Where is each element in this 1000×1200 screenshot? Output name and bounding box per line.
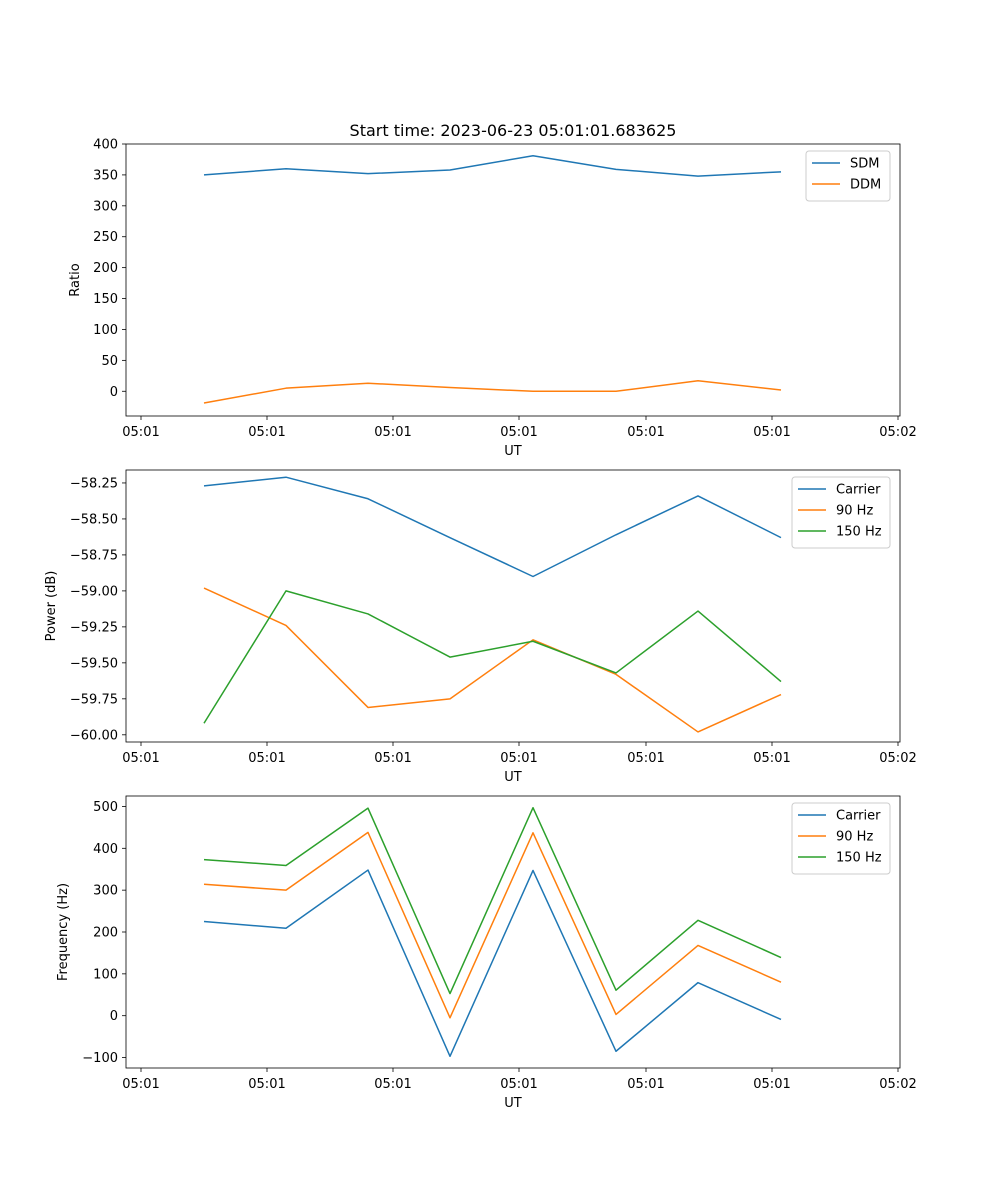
x-axis-label: UT	[504, 444, 522, 459]
x-tick-label: 05:01	[753, 425, 790, 440]
x-tick-label: 05:01	[122, 425, 159, 440]
x-tick-label: 05:01	[753, 1077, 790, 1092]
figure-title: Start time: 2023-06-23 05:01:01.683625	[350, 121, 677, 140]
y-tick-label: 150	[93, 292, 118, 307]
y-axis-label: Frequency (Hz)	[56, 883, 71, 981]
legend-label: Carrier	[836, 809, 881, 824]
y-tick-label: 100	[93, 967, 118, 982]
x-tick-label: 05:01	[627, 751, 664, 766]
y-tick-label: 0	[110, 385, 118, 400]
x-tick-label: 05:01	[248, 751, 285, 766]
y-tick-label: 300	[93, 884, 118, 899]
legend-label: 90 Hz	[836, 504, 873, 519]
y-tick-label: 400	[93, 138, 118, 153]
x-tick-label: 05:01	[500, 1077, 537, 1092]
x-tick-label: 05:02	[879, 751, 916, 766]
x-axis-label: UT	[504, 1096, 522, 1111]
plot-frame	[125, 469, 901, 743]
y-tick-label: 200	[93, 926, 118, 941]
y-tick-label: −58.25	[70, 476, 118, 491]
y-tick-label: −59.25	[70, 620, 118, 635]
y-tick-label: 250	[93, 230, 118, 245]
y-axis-label: Ratio	[68, 263, 83, 296]
series-line-90-hz	[203, 831, 782, 1019]
series-line-90-hz	[203, 587, 782, 733]
legend-label: 90 Hz	[836, 830, 873, 845]
x-tick-label: 05:02	[879, 1077, 916, 1092]
x-tick-label: 05:01	[627, 425, 664, 440]
x-tick-label: 05:01	[122, 751, 159, 766]
y-tick-label: −58.75	[70, 548, 118, 563]
x-axis-label: UT	[504, 770, 522, 785]
y-tick-label: −100	[82, 1051, 118, 1066]
y-tick-label: 500	[93, 800, 118, 815]
series-line-150-hz	[203, 590, 782, 724]
x-tick-label: 05:01	[248, 425, 285, 440]
x-tick-label: 05:01	[374, 425, 411, 440]
series-line-ddm	[203, 380, 782, 404]
legend-label: DDM	[850, 178, 881, 193]
series-line-sdm	[203, 155, 782, 177]
x-tick-label: 05:01	[374, 1077, 411, 1092]
y-tick-label: 100	[93, 323, 118, 338]
plot-frame	[125, 795, 901, 1069]
legend-label: Carrier	[836, 483, 881, 498]
y-tick-label: 350	[93, 168, 118, 183]
x-tick-label: 05:01	[374, 751, 411, 766]
legend-label: 150 Hz	[836, 525, 882, 540]
chart-panel-3: 05:01 05:01 05:01 05:01 05:01 05:01 05:02 −100 0…	[56, 795, 917, 1111]
legend-label: 150 Hz	[836, 851, 882, 866]
y-tick-label: −58.50	[70, 512, 118, 527]
x-tick-label: 05:01	[500, 751, 537, 766]
chart-panel-2: 05:01 05:01 05:01 05:01 05:01 05:01 05:02 −60.0…	[44, 469, 917, 785]
x-tick-label: 05:02	[879, 425, 916, 440]
series-line-carrier	[203, 476, 782, 578]
x-tick-label: 05:01	[627, 1077, 664, 1092]
y-tick-label: 400	[93, 842, 118, 857]
y-tick-label: −59.75	[70, 692, 118, 707]
series-line-carrier	[203, 869, 782, 1058]
y-tick-label: −59.50	[70, 656, 118, 671]
x-tick-label: 05:01	[753, 751, 790, 766]
y-tick-label: −60.00	[70, 728, 118, 743]
y-tick-label: 0	[110, 1009, 118, 1024]
x-tick-label: 05:01	[248, 1077, 285, 1092]
y-tick-label: −59.00	[70, 584, 118, 599]
plot-frame	[125, 143, 901, 417]
series-line-150-hz	[203, 806, 782, 995]
x-tick-label: 05:01	[500, 425, 537, 440]
y-tick-label: 300	[93, 199, 118, 214]
legend-label: SDM	[850, 157, 879, 172]
chart-panel-1: 05:01 05:01 05:01 05:01 05:01 05:01 05:02 0 50 10…	[68, 138, 917, 460]
y-tick-label: 50	[101, 354, 118, 369]
y-tick-label: 200	[93, 261, 118, 276]
y-axis-label: Power (dB)	[44, 571, 59, 642]
x-tick-label: 05:01	[122, 1077, 159, 1092]
